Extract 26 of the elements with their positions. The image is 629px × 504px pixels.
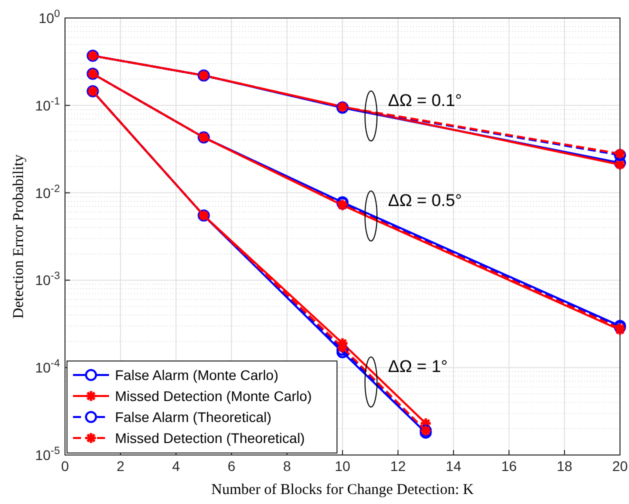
legend-label: False Alarm (Theoretical) [115,409,272,425]
y-tick-label: 10$^{-3}$ [35,270,60,288]
x-tick-label: 0 [61,458,70,474]
x-tick-label: 20 [612,458,628,474]
y-tick-label: 10$^{-2}$ [35,182,60,201]
y-tick-label: 10$^{-5}$ [35,445,60,463]
annotation: ΔΩ = 0.5° [388,191,462,210]
x-tick-label: 16 [501,458,517,474]
x-axis-title: Number of Blocks for Change Detection: K [211,482,474,498]
y-tick-label: 10$^{-4}$ [35,358,60,376]
x-tick-label: 14 [446,458,462,474]
annotation: ΔΩ = 0.1° [388,91,462,110]
legend-label: Missed Detection (Theoretical) [115,430,305,446]
y-tick-label: 10$^{-1}$ [35,95,60,114]
y-axis-title: Detection Error Probability [11,154,27,319]
x-tick-label: 2 [116,458,125,474]
annotation: ΔΩ = 1° [388,357,448,376]
x-tick-label: 18 [556,458,572,474]
x-tick-label: 6 [228,458,236,474]
x-tick-label: 10 [334,458,350,474]
x-tick-label: 12 [390,458,406,474]
x-tick-label: 4 [172,458,180,474]
legend-label: False Alarm (Monte Carlo) [115,367,278,383]
legend-label: Missed Detection (Monte Carlo) [115,388,312,404]
x-tick-label: 8 [283,458,292,474]
y-tick-label: 10$^{0}$ [38,8,60,26]
